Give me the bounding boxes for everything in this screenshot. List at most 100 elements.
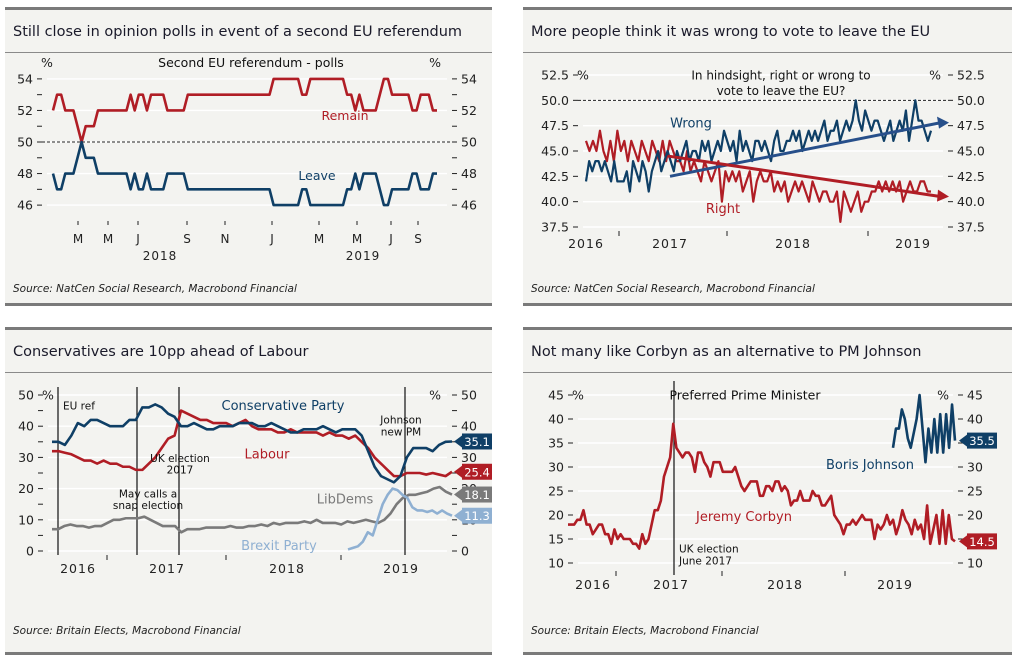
x-tick-label: J (269, 232, 274, 246)
source-note: Source: Britain Elects, Macrobond Financ… (13, 625, 241, 637)
x-tick-label: S (183, 232, 191, 246)
y-tick-label-right: 37.5 (957, 220, 985, 235)
y-tick-label-left: 48 (17, 166, 33, 181)
x-tick-label: M (73, 232, 83, 246)
series-label-libdems: LibDems (317, 492, 374, 507)
y-tick-label-left: 47.5 (541, 118, 569, 133)
annotation-snap-election-2: snap election (113, 500, 183, 512)
series-line-libdems (52, 485, 453, 534)
x-tick-label: 2016 (568, 236, 604, 251)
series-label-right: Right (706, 202, 740, 217)
series-label-wrong: Wrong (670, 117, 712, 132)
source-note: Source: Britain Elects, Macrobond Financ… (531, 625, 759, 637)
series-line-conservative (52, 403, 453, 484)
chart-title: Preferred Prime Minister (669, 388, 821, 403)
y-tick-label-left: 50 (17, 135, 33, 150)
end-label-conservative-party-box (462, 433, 492, 450)
series-line-wrong (584, 99, 933, 193)
y-tick-label-left: 50 (18, 388, 34, 403)
end-label-labour-text: 25.4 (464, 465, 490, 479)
y-tick-label-right: 50 (461, 388, 477, 403)
y-tick-label-right: 20 (967, 508, 983, 523)
x-tick-label: 2019 (895, 236, 931, 251)
x-tick-label: 2018 (269, 561, 305, 576)
end-label-conservative-party-text: 35.1 (464, 435, 490, 449)
series-label-labour: Labour (245, 448, 291, 463)
y-unit-right: % (937, 388, 949, 403)
y-tick-label-left: 42.5 (541, 169, 569, 184)
panel-title: Not many like Corbyn as an alternative t… (523, 330, 1012, 373)
end-label-brexit-party-text: 11.3 (464, 509, 490, 523)
end-label-brexit-party-box (462, 507, 492, 524)
y-tick-label-right: 46 (461, 198, 477, 213)
panel-voting-intention: Conservatives are 10pp ahead of Labour 0… (5, 327, 492, 655)
series-line-corbyn (568, 422, 956, 550)
trend-line-wrong (669, 121, 942, 178)
x-tick-label: 2017 (652, 236, 688, 251)
end-label-jeremy-corbyn-pointer (959, 535, 967, 548)
chart-preferred-pm: 10101515202025253030353540404545%%Prefer… (548, 381, 997, 592)
y-tick-label-left: 40 (18, 419, 34, 434)
x-year-label: 2018 (143, 249, 178, 263)
y-tick-label-left: 20 (548, 508, 564, 523)
end-label-boris-johnson-pointer (959, 434, 967, 447)
source-note: Source: NatCen Social Research, Macrobon… (13, 283, 297, 295)
end-label-boris-johnson-text: 35.5 (969, 434, 995, 448)
chart-voting-intention: 0010102020303040405050%%Conservative Par… (18, 387, 492, 576)
end-label-labour-pointer (454, 465, 462, 478)
y-tick-label-right: 30 (461, 450, 477, 465)
chart-title: Second EU referendum - polls (158, 55, 344, 70)
x-tick-label: 2019 (877, 577, 913, 592)
x-tick-label: 2017 (149, 561, 185, 576)
panel-title: Conservatives are 10pp ahead of Labour (5, 330, 492, 373)
chart-hindsight: 37.5 37.5 40.0 40.0 42.5 42.5 45.0 45.0 47.5 47.5… (541, 68, 985, 252)
end-label-brexit-party-pointer (454, 509, 462, 522)
source-note: Source: NatCen Social Research, Macrobon… (531, 283, 815, 295)
y-tick-label-left: 52 (17, 103, 33, 118)
chart-title-line2: vote to leave the EU? (717, 84, 846, 98)
panel-preferred-pm: Not many like Corbyn as an alternative t… (523, 327, 1012, 655)
annotation-uk-election-2: June 2017 (678, 555, 732, 567)
annotation-johnson-1: Johnson (379, 415, 421, 427)
y-tick-label-right: 25 (967, 484, 983, 499)
panel-right-or-wrong: More people think it was wrong to vote t… (523, 7, 1012, 306)
annotation-uk-election-2: 2017 (167, 465, 194, 477)
x-tick-label: J (135, 232, 140, 246)
panel-title: More people think it was wrong to vote t… (523, 10, 1012, 53)
y-unit-left: % (41, 55, 53, 70)
series-label-johnson: Boris Johnson (826, 458, 914, 473)
y-tick-label-left: 45.0 (541, 144, 569, 159)
end-label-boris-johnson-box (967, 432, 997, 449)
x-tick-label: M (314, 232, 324, 246)
series-line-johnson (891, 393, 957, 464)
series-label-corbyn: Jeremy Corbyn (695, 510, 792, 525)
end-label-libdems-pointer (454, 488, 462, 501)
end-label-conservative-party-pointer (454, 435, 462, 448)
y-tick-label-right: 40 (461, 419, 477, 434)
panel-title: Still close in opinion polls in event of… (5, 10, 492, 53)
y-unit-left: % (572, 388, 584, 403)
end-label-libdems-text: 18.1 (464, 488, 490, 502)
annotation-snap-election-1: May calls a (119, 488, 177, 500)
y-tick-label-right: 45 (967, 388, 983, 403)
x-tick-label: 2017 (653, 577, 689, 592)
end-label-libdems-box (462, 486, 492, 503)
y-tick-label-left: 54 (17, 71, 33, 86)
panel-eu-referendum-polls: Still close in opinion polls in event of… (5, 7, 492, 306)
y-tick-label-left: 25 (548, 484, 564, 499)
y-unit-left: % (577, 68, 589, 83)
series-label-conservative: Conservative Party (222, 399, 345, 414)
y-tick-label-right: 0 (461, 544, 469, 559)
y-tick-label-right: 50 (461, 135, 477, 150)
y-tick-label-right: 54 (461, 71, 477, 86)
y-tick-label-right: 45.0 (957, 144, 985, 159)
y-tick-label-right: 52.5 (957, 68, 985, 83)
chart-second-referendum: 46 46 48 48 50 50 52 52 54 54% % Second EU referend… (17, 55, 477, 263)
y-tick-label-left: 10 (18, 512, 34, 527)
y-tick-label-right: 40.0 (957, 194, 985, 209)
series-line-brexit-party (347, 487, 453, 551)
series-line-labour (52, 409, 453, 478)
y-unit-right: % (429, 55, 441, 70)
x-tick-label: M (103, 232, 113, 246)
series-label-remain: Remain (321, 108, 368, 123)
